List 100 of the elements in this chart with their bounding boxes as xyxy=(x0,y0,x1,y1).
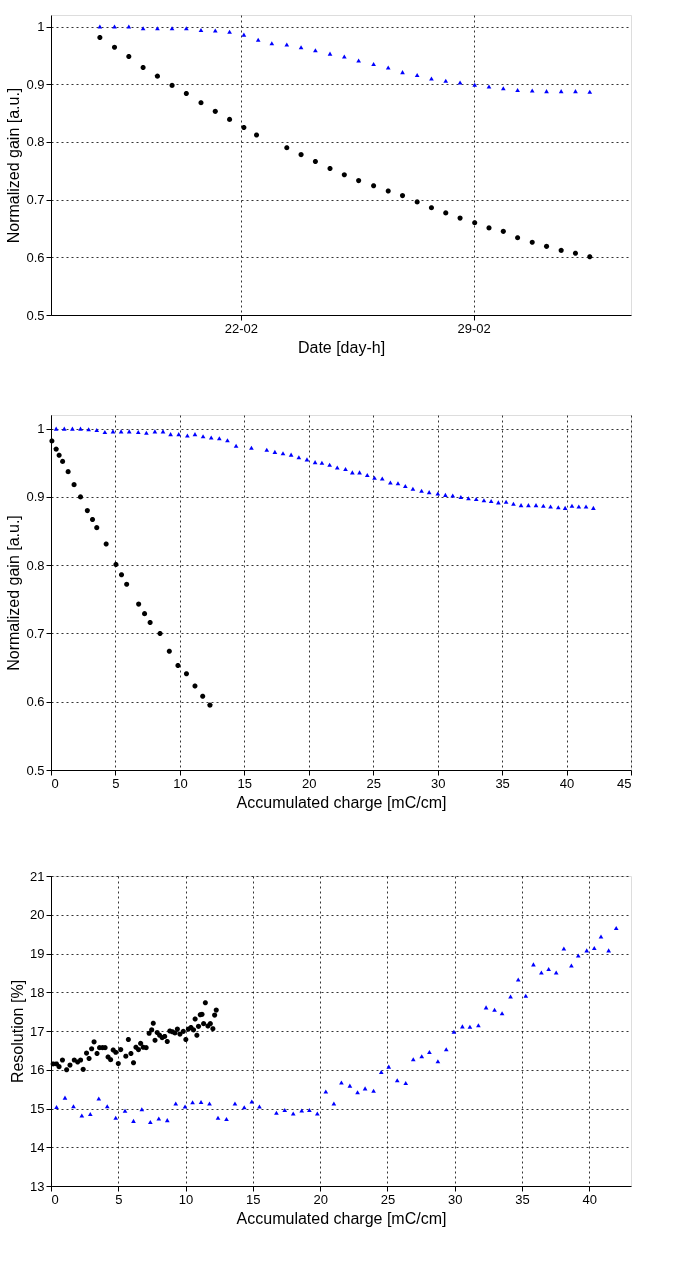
x-axis-title: Accumulated charge [mC/cm] xyxy=(236,793,447,811)
point xyxy=(183,90,189,97)
x-tick-label: 30 xyxy=(430,775,446,791)
x-tick-label: 22-02 xyxy=(224,320,259,336)
point xyxy=(558,89,564,94)
y-tick-label: 0.9 xyxy=(26,489,45,505)
point xyxy=(529,88,535,93)
x-axis-title: Date [day-h] xyxy=(297,338,386,356)
y-tick-label: 0.5 xyxy=(26,762,45,778)
point xyxy=(457,80,463,85)
point xyxy=(200,693,206,699)
point xyxy=(414,72,420,78)
point xyxy=(157,630,163,637)
point xyxy=(49,438,55,444)
point xyxy=(212,108,218,114)
point xyxy=(175,663,181,669)
y-axis-title: Normalized gain [a.u.] xyxy=(5,515,23,671)
point xyxy=(371,62,376,67)
point xyxy=(253,132,260,138)
y-axis-title: Resolution [%] xyxy=(9,979,27,1084)
y-tick-label: 0.7 xyxy=(26,192,45,208)
point xyxy=(255,37,261,42)
point xyxy=(356,58,361,63)
point xyxy=(472,82,478,87)
point xyxy=(140,64,146,71)
point xyxy=(241,32,247,37)
point xyxy=(71,482,77,488)
point xyxy=(84,508,90,514)
x-tick-label: 10 xyxy=(178,1191,194,1207)
point xyxy=(227,116,233,122)
point xyxy=(154,73,160,79)
point xyxy=(111,44,118,50)
point xyxy=(53,446,59,452)
x-tick-label: 25 xyxy=(380,1191,396,1207)
y-tick-label: 0.8 xyxy=(26,557,45,573)
y-tick-label: 1 xyxy=(37,19,45,35)
y-tick-label: 0.8 xyxy=(26,134,45,150)
point xyxy=(212,28,218,33)
point xyxy=(573,89,578,94)
point xyxy=(113,561,119,568)
point xyxy=(56,452,62,458)
point xyxy=(313,48,318,53)
point xyxy=(65,469,71,475)
x-tick-label: 10 xyxy=(173,775,188,791)
point xyxy=(97,34,103,41)
point xyxy=(327,51,333,56)
point xyxy=(486,84,492,89)
x-tick-label: 35 xyxy=(515,1191,530,1207)
y-tick-label: 0.6 xyxy=(26,694,45,710)
y-tick-label: 18 xyxy=(30,984,45,1000)
point xyxy=(126,24,132,29)
y-tick-label: 1 xyxy=(37,421,45,437)
point xyxy=(103,541,109,547)
y-tick-label: 13 xyxy=(30,1178,45,1194)
point xyxy=(341,54,347,59)
y-tick-label: 21 xyxy=(30,868,45,884)
point xyxy=(112,24,117,29)
x-tick-label: 35 xyxy=(495,775,510,791)
x-tick-label: 15 xyxy=(237,775,253,791)
point xyxy=(147,619,153,626)
x-tick-label: 25 xyxy=(366,775,381,791)
x-axis-title: Accumulated charge [mC/cm] xyxy=(236,1209,447,1227)
point xyxy=(77,494,84,500)
x-tick-label: 29-02 xyxy=(457,320,491,336)
x-tick-label: 20 xyxy=(302,775,317,791)
y-tick-label: 17 xyxy=(30,1023,45,1039)
point xyxy=(192,683,198,689)
y-tick-label: 0.9 xyxy=(26,76,45,92)
x-tick-label: 5 xyxy=(115,1191,123,1207)
y-tick-label: 0.5 xyxy=(26,307,45,323)
point xyxy=(94,525,100,531)
x-tick-label: 0 xyxy=(51,775,59,791)
point xyxy=(97,24,103,29)
point xyxy=(118,572,125,578)
x-tick-label: 15 xyxy=(246,1191,261,1207)
point xyxy=(515,87,520,93)
point xyxy=(198,100,204,106)
x-tick-label: 0 xyxy=(51,1191,59,1207)
y-tick-label: 0.7 xyxy=(26,625,45,641)
point xyxy=(60,458,66,464)
point xyxy=(183,671,190,677)
point xyxy=(142,611,148,617)
x-tick-label: 30 xyxy=(447,1191,463,1207)
y-axis-title: Normalized gain [a.u.] xyxy=(5,87,23,244)
point xyxy=(126,53,132,60)
point xyxy=(443,78,449,83)
x-tick-label: 5 xyxy=(112,775,120,791)
x-tick-label: 45 xyxy=(617,775,632,791)
y-tick-label: 20 xyxy=(30,907,45,923)
point xyxy=(587,89,593,94)
x-tick-label: 40 xyxy=(559,775,575,791)
y-tick-label: 19 xyxy=(30,946,45,961)
point xyxy=(166,648,172,654)
point xyxy=(198,27,204,33)
point xyxy=(136,601,142,607)
x-tick-label: 20 xyxy=(313,1191,328,1207)
point xyxy=(227,29,232,34)
point xyxy=(385,65,391,70)
y-tick-label: 14 xyxy=(30,1139,45,1155)
point xyxy=(89,516,96,522)
